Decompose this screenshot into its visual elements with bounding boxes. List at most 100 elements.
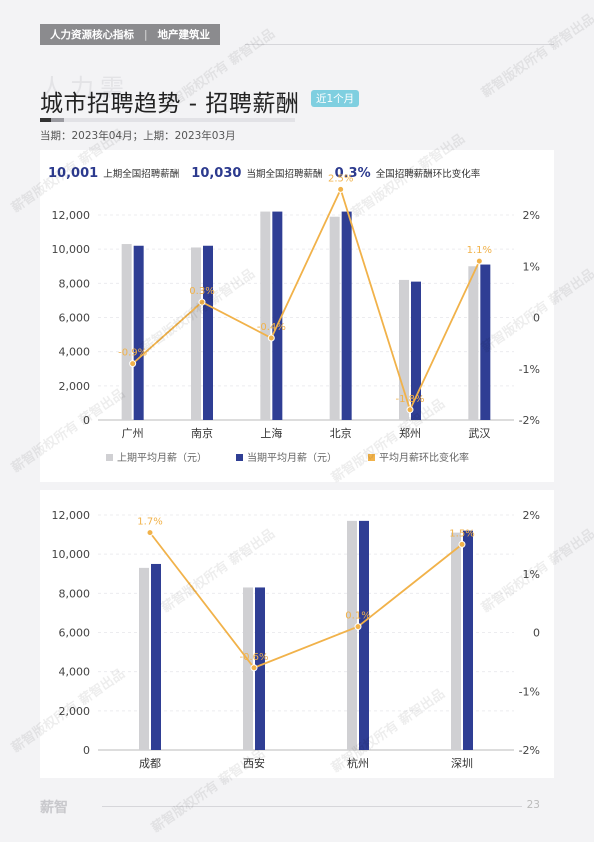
x-tick-label: 深圳 xyxy=(451,757,473,770)
legend-swatch xyxy=(236,454,243,461)
rate-data-label: -0.4% xyxy=(257,322,286,333)
rate-data-label: -0.6% xyxy=(239,652,268,663)
watermark-text: 薪智版权所有 薪智出品 xyxy=(479,11,594,101)
kpi-change-rate: 0.3% 全国招聘薪酬环比变化率 xyxy=(335,162,481,181)
y-tick-label: 4,000 xyxy=(59,346,91,359)
bar-curr xyxy=(151,563,161,750)
bar-curr xyxy=(480,264,491,420)
series-line-rate xyxy=(132,186,481,413)
chart-card-1: 10,001 上期全国招聘薪酬 10,030 当期全国招聘薪酬 0.3% 全国招… xyxy=(40,150,554,482)
rate-data-label: -1.8% xyxy=(395,394,424,405)
y2-tick-label: 2% xyxy=(523,509,540,522)
kpi-label: 全国招聘薪酬环比变化率 xyxy=(375,169,481,180)
header-rule xyxy=(245,44,554,45)
rate-point xyxy=(146,529,154,537)
legend-label: 平均月薪环比变化率 xyxy=(379,451,469,464)
x-tick-label: 成都 xyxy=(139,757,161,770)
y2-tick-label: 0 xyxy=(533,627,540,640)
rate-data-label: -0.9% xyxy=(118,348,147,359)
rate-point xyxy=(458,540,466,548)
bar-curr xyxy=(411,281,421,420)
footer-logo: 薪智 xyxy=(40,800,68,816)
x-tick-label: 北京 xyxy=(330,426,352,440)
y-tick-label: 8,000 xyxy=(59,277,91,290)
legend-label: 上期平均月薪（元） xyxy=(117,452,207,464)
kpi-row: 10,001 上期全国招聘薪酬 10,030 当期全国招聘薪酬 0.3% 全国招… xyxy=(48,162,480,181)
bar-curr xyxy=(203,245,213,420)
bar-prev xyxy=(347,520,357,750)
y-tick-label: 12,000 xyxy=(52,209,91,222)
y-tick-label: 2,000 xyxy=(59,705,91,718)
kpi-label: 当期全国招聘薪酬 xyxy=(246,169,323,180)
page-number: 23 xyxy=(526,799,540,811)
x-tick-label: 广州 xyxy=(122,427,144,440)
legend-swatch xyxy=(368,454,375,461)
bar-prev xyxy=(260,211,271,420)
ghost-heading: 人力需 xyxy=(40,74,130,102)
chart-card-2: 0 2,000 4,000 6,000 8,000 10,000 12,000 -2% -1% 0… xyxy=(40,490,554,778)
y-tick-label: 0 xyxy=(83,744,90,757)
rate-point xyxy=(129,360,137,368)
y2-tick-label: 1% xyxy=(523,260,540,273)
bar-curr xyxy=(463,530,473,750)
rate-point xyxy=(475,257,483,265)
x-tick-label: 杭州 xyxy=(347,756,369,770)
period-text: 当期：2023年04月；上期：2023年03月 xyxy=(40,130,236,142)
y2-tick-label: 1% xyxy=(523,568,540,581)
rate-data-label: 1.1% xyxy=(467,245,492,256)
header-tab-industry: 地产建筑业 xyxy=(157,29,211,41)
x-tick-label: 武汉 xyxy=(468,427,490,440)
y-tick-label: 8,000 xyxy=(59,587,91,600)
kpi-value: 0.3% xyxy=(334,166,371,181)
period-badge: 近1个月 xyxy=(311,90,360,107)
y-tick-label: 6,000 xyxy=(59,627,91,640)
bar-prev xyxy=(139,567,149,750)
rate-data-label: 2.5% xyxy=(328,173,353,184)
bar-prev xyxy=(399,279,409,420)
y-tick-label: 10,000 xyxy=(52,548,91,561)
rate-point xyxy=(406,406,414,414)
header-tab-hr-metrics: 人力资源核心指标 xyxy=(50,29,134,41)
rate-data-label: 1.5% xyxy=(449,528,474,539)
bar-prev xyxy=(191,247,201,420)
x-tick-label: 西安 xyxy=(243,756,265,770)
rate-point xyxy=(337,185,345,193)
x-tick-label: 南京 xyxy=(191,426,213,440)
y2-tick-label: -1% xyxy=(519,363,540,376)
rate-point xyxy=(250,664,258,672)
bar-prev xyxy=(121,244,132,420)
rate-data-label: 0.1% xyxy=(345,611,370,622)
y-tick-label: 10,000 xyxy=(52,243,91,256)
bar-curr xyxy=(255,587,265,750)
y-tick-label: 6,000 xyxy=(59,312,91,325)
city-salary-chart-1: 0 2,000 4,000 6,000 8,000 10,000 12,000 -2% -1% 0… xyxy=(52,173,541,464)
bar-curr xyxy=(272,211,283,420)
bar-prev xyxy=(243,587,253,750)
kpi-prev-national: 10,001 上期全国招聘薪酬 xyxy=(48,162,179,181)
rate-point xyxy=(267,334,275,342)
header-separator: | xyxy=(144,28,148,41)
x-tick-label: 上海 xyxy=(260,426,282,440)
rate-point xyxy=(354,623,362,631)
footer-rule xyxy=(102,806,522,807)
series-line-rate xyxy=(149,532,463,669)
kpi-value: 10,001 xyxy=(48,166,99,181)
x-tick-label: 郑州 xyxy=(399,426,421,440)
bar-curr xyxy=(133,245,144,420)
kpi-curr-national: 10,030 当期全国招聘薪酬 xyxy=(191,162,322,181)
bar-curr xyxy=(341,211,352,420)
title-underline xyxy=(40,118,295,122)
header-bar: 人力资源核心指标 | 地产建筑业 xyxy=(40,24,221,45)
y2-tick-label: 2% xyxy=(523,209,540,222)
legend-label: 当期平均月薪（元） xyxy=(247,451,337,464)
kpi-label: 上期全国招聘薪酬 xyxy=(103,169,180,180)
bar-curr xyxy=(359,520,369,750)
bar-prev xyxy=(329,216,340,420)
rate-data-label: 1.7% xyxy=(137,517,162,528)
bar-prev xyxy=(468,266,479,420)
bar-prev xyxy=(451,532,461,750)
y2-tick-label: -2% xyxy=(519,414,540,427)
y2-tick-label: 0 xyxy=(533,312,540,325)
y2-tick-label: -1% xyxy=(519,685,540,698)
y-tick-label: 0 xyxy=(83,414,90,427)
